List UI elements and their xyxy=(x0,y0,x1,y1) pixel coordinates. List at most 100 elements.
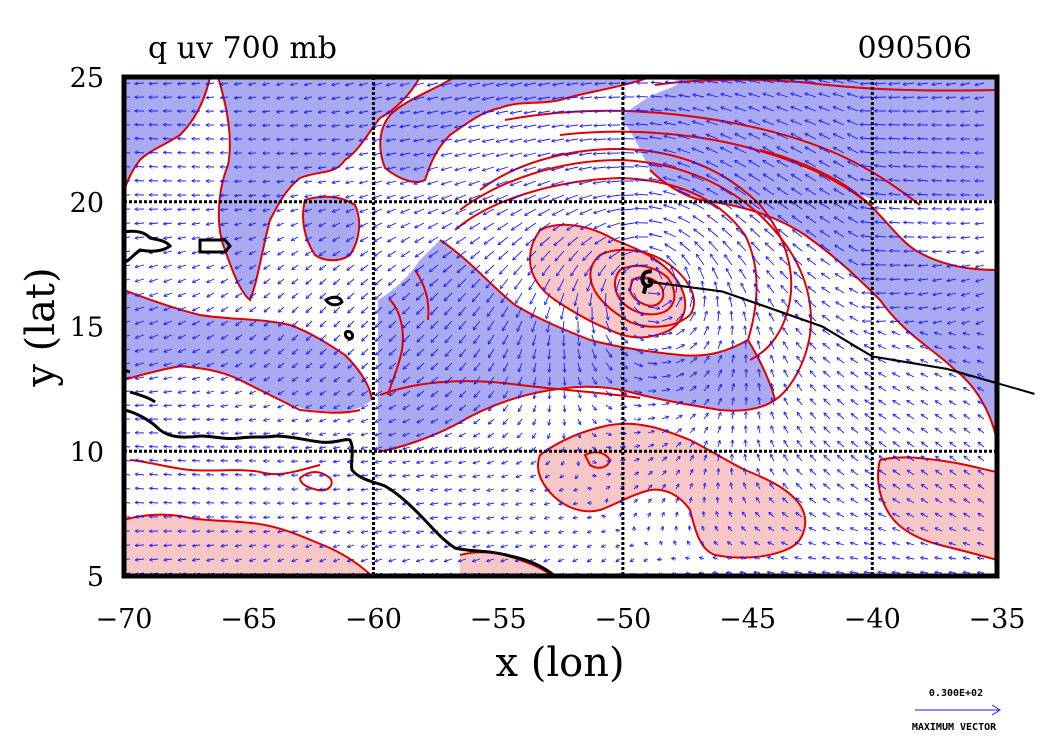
wind-vector xyxy=(150,334,159,338)
wind-vector xyxy=(346,194,355,198)
wind-vector xyxy=(346,153,355,155)
wind-vector xyxy=(250,390,257,394)
wind-vector xyxy=(403,432,411,436)
wind-vector xyxy=(348,292,355,299)
wind-vector xyxy=(264,433,271,434)
wind-vector xyxy=(278,250,285,255)
wind-vector xyxy=(135,83,145,84)
wind-vector xyxy=(401,194,411,198)
wind-vector xyxy=(320,447,327,448)
wind-vector xyxy=(389,558,397,561)
wind-vector xyxy=(264,545,271,547)
wind-vector xyxy=(278,278,285,284)
wind-vector xyxy=(264,390,271,394)
wind-vector xyxy=(277,83,285,85)
wind-vector xyxy=(348,404,355,409)
wind-vector xyxy=(918,139,929,140)
wind-vector xyxy=(292,545,299,547)
wind-vector xyxy=(403,531,411,533)
wind-vector xyxy=(361,461,369,462)
wind-vector xyxy=(164,139,173,140)
wind-vector xyxy=(207,474,215,475)
wind-vector xyxy=(150,391,159,392)
wind-vector xyxy=(277,209,285,211)
x-tick-label: −50 xyxy=(594,604,651,635)
wind-vector xyxy=(732,440,733,448)
wind-vector xyxy=(150,559,159,560)
wind-vector xyxy=(332,181,341,183)
wind-vector xyxy=(362,404,369,409)
wind-vector xyxy=(389,475,397,476)
wind-vector xyxy=(277,97,285,99)
wind-vector xyxy=(178,391,187,393)
wind-vector xyxy=(361,292,369,299)
wind-vector xyxy=(387,222,397,227)
wind-vector xyxy=(291,125,299,126)
wind-vector xyxy=(250,376,257,380)
plot-title: q uv 700 mb xyxy=(148,31,337,66)
wind-vector xyxy=(389,447,397,449)
wind-vector xyxy=(305,111,313,112)
wind-vector xyxy=(221,545,229,546)
wind-vector xyxy=(305,208,313,211)
wind-vector xyxy=(292,517,299,518)
wind-vector xyxy=(235,83,243,85)
wind-vector xyxy=(360,194,369,198)
wind-vector xyxy=(361,475,369,476)
wind-vector xyxy=(414,138,425,141)
wind-vector xyxy=(417,531,425,533)
wind-vector xyxy=(236,376,243,380)
wind-vector xyxy=(375,517,383,518)
wind-vector xyxy=(236,348,243,353)
wind-vector xyxy=(375,278,383,285)
wind-vector xyxy=(375,264,383,271)
wind-vector xyxy=(389,334,397,341)
wind-vector xyxy=(387,125,397,127)
wind-vector xyxy=(221,223,229,225)
wind-vector xyxy=(727,573,733,574)
wind-vector xyxy=(417,545,425,547)
y-tick-label: 25 xyxy=(70,63,104,94)
wind-vector xyxy=(278,264,285,269)
wind-vector xyxy=(178,97,187,98)
wind-vector xyxy=(361,264,369,270)
wind-vector xyxy=(277,111,285,112)
wind-vector xyxy=(135,460,145,461)
wind-vector xyxy=(319,236,327,241)
wind-vector xyxy=(346,82,355,85)
wind-vector xyxy=(207,488,215,489)
wind-vector xyxy=(690,512,691,518)
wind-vector xyxy=(249,223,257,225)
wind-vector xyxy=(192,97,201,98)
wind-vector xyxy=(164,502,173,503)
wind-vector xyxy=(263,181,271,182)
wind-vector xyxy=(221,278,229,283)
wind-vector xyxy=(193,264,201,268)
wind-vector xyxy=(149,138,159,139)
wind-vector xyxy=(403,320,411,328)
wind-vector xyxy=(347,517,355,518)
wind-vector xyxy=(192,209,201,210)
wind-vector xyxy=(221,209,229,210)
wind-vector xyxy=(389,517,397,518)
wind-vector xyxy=(306,278,313,284)
wind-vector xyxy=(320,334,327,341)
wind-vector xyxy=(206,97,215,98)
wind-vector xyxy=(178,474,187,475)
legend-value: 0.300E+02 xyxy=(929,688,983,699)
wind-vector xyxy=(347,531,355,533)
wind-vector xyxy=(206,223,215,225)
wind-vector xyxy=(278,447,285,448)
wind-vector xyxy=(417,348,425,356)
wind-vector xyxy=(890,237,901,238)
wind-vector xyxy=(278,306,285,312)
wind-vector xyxy=(320,558,327,562)
wind-vector xyxy=(414,166,425,170)
wind-vector xyxy=(235,264,243,269)
wind-vector xyxy=(334,404,341,408)
wind-vector xyxy=(207,559,215,561)
wind-vector xyxy=(207,531,215,532)
wind-vector xyxy=(389,376,397,382)
wind-vector xyxy=(178,153,187,154)
wind-vector xyxy=(375,292,383,299)
